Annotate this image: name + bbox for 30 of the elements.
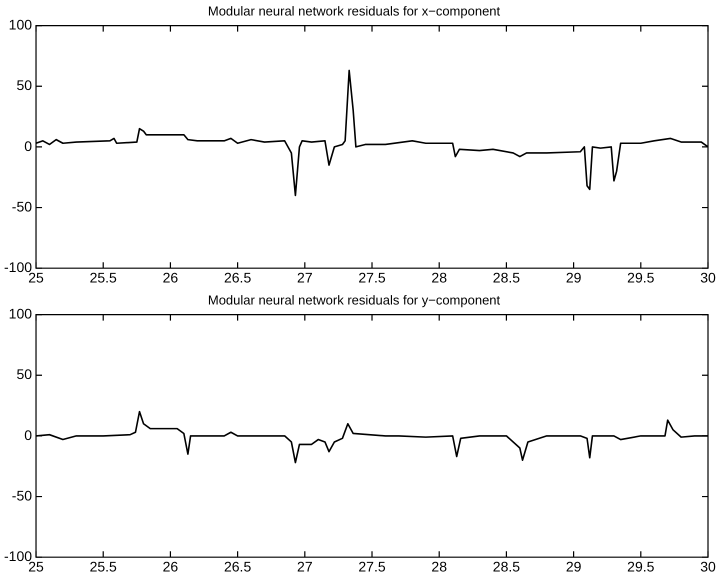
y-tick-label: 0 [24,138,32,154]
x-tick-label: 28 [431,558,448,574]
y-tick-label: 50 [16,366,32,382]
x-tick-label: 29.5 [627,558,655,574]
x-tick-label: 27.5 [358,558,386,574]
chart-title: Modular neural network residuals for x−component [208,3,501,18]
x-tick-label: 26 [162,558,178,574]
x-tick-label: 26 [162,269,178,286]
x-tick-label: 28.5 [492,269,520,286]
x-tick-label: 28.5 [492,558,520,574]
y-tick-label: -50 [12,487,32,504]
y-tick-label: 50 [16,77,32,94]
chart-title: Modular neural network residuals for y−component [208,292,501,308]
x-tick-label: 29 [566,269,582,286]
x-tick-label: 26.5 [224,558,252,574]
x-tick-label: 27 [297,558,313,574]
x-tick-label: 30 [700,269,716,286]
x-tick-label: 29.5 [627,269,655,286]
x-tick-label: 27 [297,269,313,286]
x-tick-label: 29 [566,558,582,574]
x-tick-label: 26.5 [224,269,252,286]
y-tick-label: 0 [24,426,32,443]
y-tick-label: -50 [12,198,32,214]
y-tick-label: 100 [8,305,32,322]
x-tick-label: 27.5 [358,269,386,286]
x-tick-label: 30 [700,558,716,574]
y-tick-label: 100 [8,16,32,32]
x-tick-label: 28 [431,269,448,286]
x-tick-label: 25.5 [90,558,118,574]
x-tick-label: 25.5 [90,269,118,286]
